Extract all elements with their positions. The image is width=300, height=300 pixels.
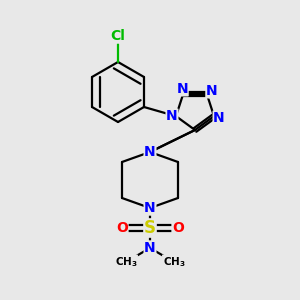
Text: N: N <box>176 82 188 96</box>
Text: N: N <box>144 145 156 159</box>
Text: O: O <box>116 221 128 235</box>
Text: Cl: Cl <box>111 29 125 43</box>
Text: N: N <box>144 201 156 215</box>
Text: N: N <box>206 84 218 98</box>
Text: $\mathregular{CH_3}$: $\mathregular{CH_3}$ <box>163 255 185 269</box>
Text: $\mathregular{CH_3}$: $\mathregular{CH_3}$ <box>115 255 137 269</box>
Text: N: N <box>166 109 178 123</box>
Text: S: S <box>144 219 156 237</box>
Text: N: N <box>213 111 225 125</box>
Text: N: N <box>144 241 156 255</box>
Text: O: O <box>172 221 184 235</box>
